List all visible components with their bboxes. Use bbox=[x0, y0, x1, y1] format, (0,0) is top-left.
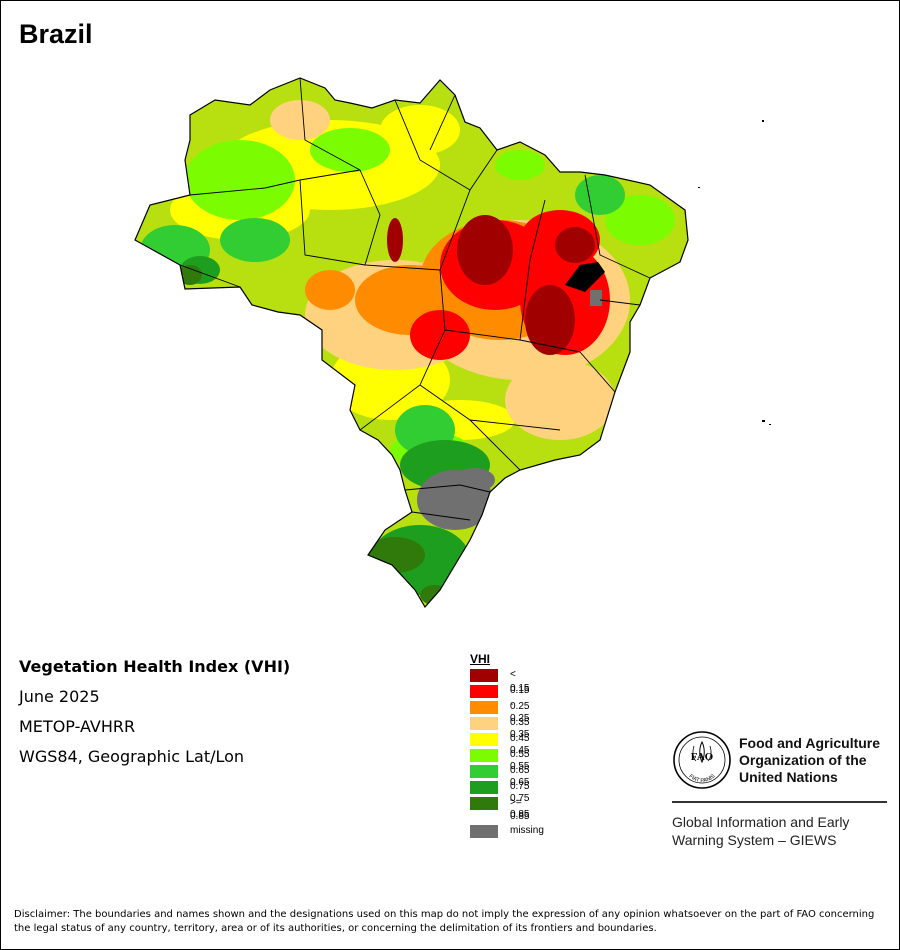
legend-label: 0.25 - 0.35 bbox=[510, 701, 530, 740]
giews-line-1: Global Information and Early bbox=[672, 814, 850, 830]
logo-motto: FIAT PANIS bbox=[688, 773, 717, 784]
legend-swatch bbox=[470, 717, 498, 730]
legend-swatch bbox=[470, 781, 498, 794]
organization-name: Food and Agriculture Organization of the… bbox=[739, 735, 880, 786]
legend-row: 0.45 - 0.55 bbox=[470, 731, 529, 772]
legend-row: >= 0.85 bbox=[470, 795, 529, 822]
legend-label: 0.65 - 0.75 bbox=[510, 765, 530, 804]
legend-label: 0.75 - 0.85 bbox=[510, 781, 530, 820]
organization-line-2: Organization of the bbox=[739, 752, 867, 768]
legend-swatch bbox=[470, 701, 498, 714]
map-title: Brazil bbox=[19, 19, 93, 49]
legend-swatch bbox=[470, 765, 498, 778]
legend-row: 0.75 - 0.85 bbox=[470, 779, 529, 820]
legend-label-missing: missing bbox=[510, 825, 544, 836]
legend-label: 0.15 - 0.25 bbox=[510, 685, 530, 724]
legend-label: >= 0.85 bbox=[510, 797, 530, 822]
legend-swatch bbox=[470, 733, 498, 746]
legend-row: < 0.15 bbox=[470, 667, 529, 694]
legend-label: 0.35 - 0.45 bbox=[510, 717, 530, 756]
svg-text:FIAT PANIS: FIAT PANIS bbox=[688, 773, 717, 784]
organization-line-1: Food and Agriculture bbox=[739, 735, 881, 751]
map-info: Vegetation Health Index (VHI) June 2025 … bbox=[19, 656, 290, 776]
legend-row: 0.25 - 0.35 bbox=[470, 699, 529, 740]
disclaimer-text: Disclaimer: The boundaries and names sho… bbox=[14, 909, 875, 934]
legend-classes: < 0.15 0.15 - 0.25 0.25 - 0.35 0.35 - 0.45 0… bbox=[470, 667, 529, 822]
sensor-label: METOP-AVHRR bbox=[19, 717, 136, 736]
giews-name: Global Information and Early Warning Sys… bbox=[672, 813, 849, 849]
legend-label: 0.45 - 0.55 bbox=[510, 733, 530, 772]
legend-swatch bbox=[470, 749, 498, 762]
legend-label: 0.55 - 0.65 bbox=[510, 749, 530, 788]
fao-logo-icon: FAO FIAT PANIS bbox=[673, 731, 731, 789]
indicator-name: Vegetation Health Index (VHI) bbox=[19, 657, 291, 676]
projection-label: WGS84, Geographic Lat/Lon bbox=[19, 747, 245, 766]
giews-line-2: Warning System – GIEWS bbox=[672, 832, 837, 848]
logo-acronym: FAO bbox=[691, 751, 714, 763]
legend-row: 0.55 - 0.65 bbox=[470, 747, 529, 788]
legend-swatch bbox=[470, 685, 498, 698]
legend-swatch bbox=[470, 669, 498, 682]
legend-label: < 0.15 bbox=[510, 669, 530, 694]
legend-swatch bbox=[470, 797, 498, 810]
legend-row: 0.35 - 0.45 bbox=[470, 715, 529, 756]
legend-swatch-missing bbox=[470, 825, 498, 838]
legend-missing: missing bbox=[470, 823, 544, 839]
legend-row: 0.15 - 0.25 bbox=[470, 683, 529, 724]
legend-title: VHI bbox=[470, 652, 491, 666]
legend-row: 0.65 - 0.75 bbox=[470, 763, 529, 804]
vhi-legend: VHI < 0.15 0.15 - 0.25 0.25 - 0.35 0.35 - 0… bbox=[470, 651, 544, 839]
brazil-vhi-map bbox=[134, 77, 771, 608]
period-label: June 2025 bbox=[19, 687, 100, 706]
organization-line-3: United Nations bbox=[739, 769, 838, 785]
divider bbox=[672, 801, 887, 803]
